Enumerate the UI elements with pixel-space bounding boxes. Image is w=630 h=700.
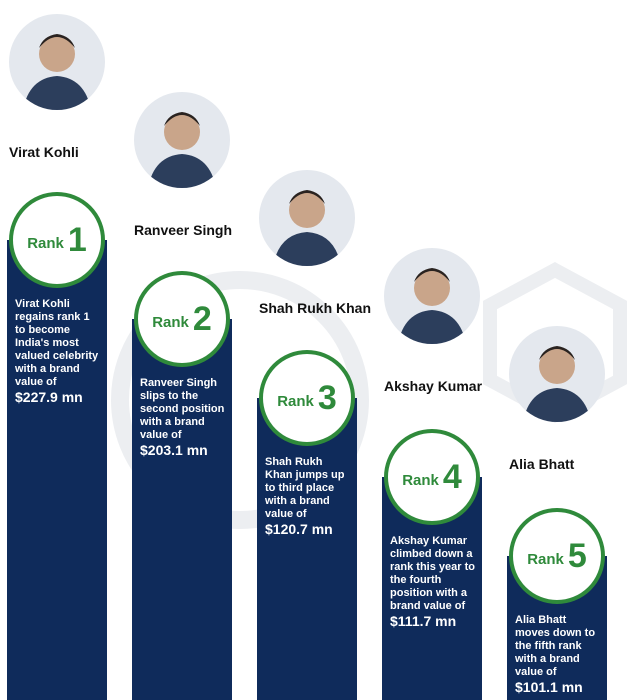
rank-badge: Rank 4 <box>384 429 480 525</box>
rank-number: 1 <box>67 220 87 259</box>
rank-word: Rank <box>152 313 189 331</box>
portrait-figure <box>273 190 341 266</box>
portrait-figure <box>23 34 91 110</box>
rank-number: 5 <box>567 536 587 575</box>
description: Ranveer Singh slips to the second positi… <box>140 377 226 457</box>
portrait <box>509 326 605 422</box>
portrait-figure <box>398 268 466 344</box>
column-bar <box>7 240 107 700</box>
description: Virat Kohli regains rank 1 to become Ind… <box>15 298 101 404</box>
description-text: Virat Kohli regains rank 1 to become Ind… <box>15 298 99 388</box>
brand-value: $120.7 mn <box>265 521 333 537</box>
celebrity-name: Shah Rukh Khan <box>259 300 372 316</box>
celebrity-name: Akshay Kumar <box>384 378 483 394</box>
portrait <box>9 14 105 110</box>
portrait <box>384 248 480 344</box>
portrait-figure <box>148 112 216 188</box>
brand-value: $227.9 mn <box>15 389 83 405</box>
rank-word: Rank <box>27 234 64 252</box>
rank-badge: Rank 5 <box>509 508 605 604</box>
description-text: Ranveer Singh slips to the second positi… <box>140 377 225 441</box>
column-bar <box>132 319 232 700</box>
description: Alia Bhatt moves down to the fifth rank … <box>515 614 601 694</box>
brand-value: $203.1 mn <box>140 442 208 458</box>
description: Shah Rukh Khan jumps up to third place w… <box>265 456 351 536</box>
rank-badge: Rank 1 <box>9 192 105 288</box>
rank-word: Rank <box>402 471 439 489</box>
portrait <box>259 170 355 266</box>
rank-number: 4 <box>442 457 462 496</box>
rank-word: Rank <box>277 392 314 410</box>
rank-badge: Rank 3 <box>259 350 355 446</box>
brand-value: $101.1 mn <box>515 679 583 695</box>
rank-badge: Rank 2 <box>134 271 230 367</box>
column-bar <box>257 398 357 700</box>
celebrity-name: Virat Kohli <box>9 144 79 160</box>
portrait <box>134 92 230 188</box>
celebrity-name: Ranveer Singh <box>134 222 233 238</box>
description-text: Shah Rukh Khan jumps up to third place w… <box>265 456 345 520</box>
rank-word: Rank <box>527 550 564 568</box>
description-text: Akshay Kumar climbed down a rank this ye… <box>390 535 475 612</box>
description: Akshay Kumar climbed down a rank this ye… <box>390 535 476 628</box>
celebrity-name: Alia Bhatt <box>509 456 575 472</box>
rank-number: 3 <box>317 378 337 417</box>
rank-number: 2 <box>192 299 212 338</box>
brand-value: $111.7 mn <box>390 613 457 629</box>
portrait-figure <box>523 346 591 422</box>
description-text: Alia Bhatt moves down to the fifth rank … <box>515 614 596 678</box>
